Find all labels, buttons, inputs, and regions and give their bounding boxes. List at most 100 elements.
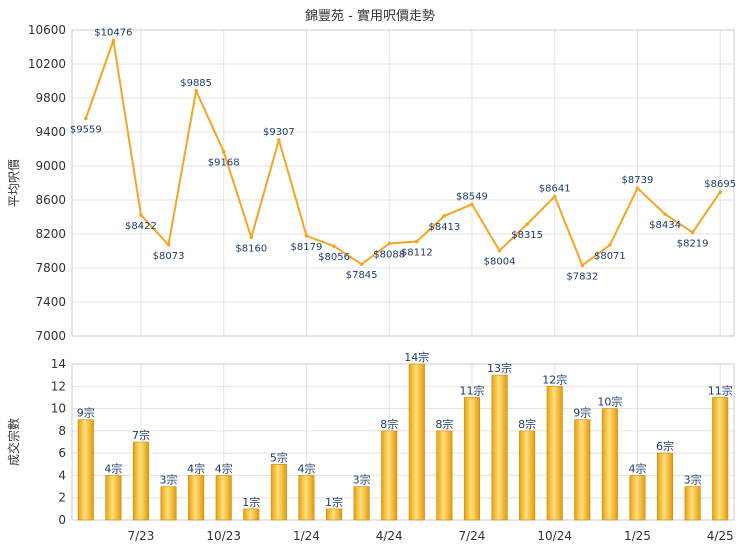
volume-y-axis-label: 成交宗數 — [6, 418, 21, 466]
volume-bars — [77, 363, 729, 521]
price-point-label: $8315 — [511, 230, 543, 241]
volume-bar — [270, 463, 287, 521]
price-y-tick-label: 7800 — [35, 261, 66, 275]
chart-title: 錦豐苑 - 實用呎價走勢 — [305, 8, 435, 24]
volume-bar-label: 8宗 — [435, 417, 453, 431]
price-point — [139, 213, 143, 217]
price-point-labels: $9559 $10476 $8422 $8073 $9885 $9168 $8160 $930… — [70, 28, 736, 283]
volume-bar — [298, 475, 315, 521]
price-point-label: $8219 — [677, 238, 709, 249]
price-point-label: $8088 — [373, 250, 405, 261]
price-point-label: $8179 — [291, 242, 323, 253]
price-point-label: $7832 — [566, 271, 598, 282]
price-point-label: $9559 — [70, 124, 102, 135]
price-point-label: $8695 — [704, 179, 736, 190]
volume-y-tick-label: 4 — [58, 468, 66, 482]
volume-y-ticks: 0 2 4 6 8 10 12 14 — [51, 357, 66, 527]
price-point — [387, 241, 392, 246]
price-point — [194, 88, 198, 93]
price-point — [304, 233, 309, 238]
volume-bar-label: 12宗 — [542, 372, 567, 386]
price-point-label: $8739 — [622, 175, 654, 186]
volume-plot-frame — [71, 363, 735, 521]
volume-bar-label: 10宗 — [597, 395, 622, 409]
price-point — [497, 248, 502, 253]
volume-y-tick-label: 2 — [58, 491, 66, 505]
price-y-ticks: 7000 7400 7800 8200 8600 9000 9400 9800 10200 106… — [28, 23, 66, 343]
price-point — [442, 214, 447, 218]
price-y-tick-label: 8600 — [35, 193, 66, 207]
price-point — [277, 138, 281, 142]
price-y-axis-label: 平均呎價 — [7, 159, 21, 207]
price-y-tick-label: 10200 — [28, 57, 66, 71]
price-y-tick-label: 9400 — [35, 125, 66, 139]
volume-bar-label: 14宗 — [404, 350, 429, 364]
price-point — [332, 244, 336, 249]
volume-bar-label: 4宗 — [628, 461, 646, 475]
volume-bar-label: 9宗 — [77, 406, 95, 420]
volume-y-tick-label: 10 — [51, 402, 66, 416]
price-point — [552, 194, 557, 199]
volume-bar-label: 4宗 — [187, 461, 205, 475]
volume-bar-label: 8宗 — [380, 417, 398, 431]
volume-bar-label: 4宗 — [104, 461, 122, 475]
volume-bar — [684, 486, 701, 521]
volume-bar-label: 6宗 — [656, 439, 674, 453]
price-point — [166, 242, 171, 247]
volume-bar — [215, 475, 232, 521]
price-y-tick-label: 8200 — [35, 227, 66, 241]
volume-bar — [436, 430, 453, 521]
price-point — [525, 222, 529, 227]
volume-y-tick-label: 12 — [51, 379, 66, 393]
price-points — [83, 38, 723, 268]
volume-bar — [188, 475, 205, 521]
price-y-tick-label: 9000 — [35, 159, 66, 173]
price-point-label: $8549 — [456, 191, 488, 202]
price-point-label: $8413 — [428, 222, 460, 233]
volume-bar — [353, 486, 370, 521]
volume-bar — [132, 441, 149, 521]
volume-bar-label: 5宗 — [270, 450, 288, 464]
price-point — [690, 230, 695, 235]
volume-bar-label: 9宗 — [573, 406, 591, 420]
volume-bar — [381, 430, 398, 521]
price-point-label: $8641 — [539, 184, 571, 195]
price-point-label: $8071 — [594, 251, 626, 262]
price-point-label: $8056 — [318, 252, 350, 263]
volume-bar — [243, 508, 260, 521]
x-tick-label: 10/24 — [537, 529, 572, 543]
volume-bar — [77, 419, 94, 521]
volume-bar — [491, 374, 508, 521]
volume-bar — [519, 430, 536, 521]
price-point — [249, 235, 254, 240]
price-y-tick-label: 9800 — [35, 91, 66, 105]
volume-y-tick-label: 8 — [58, 424, 66, 438]
volume-y-tick-label: 6 — [58, 446, 66, 460]
volume-bar-label: 4宗 — [297, 461, 315, 475]
price-point — [111, 38, 116, 43]
volume-bar — [574, 419, 591, 521]
price-point — [83, 116, 88, 121]
price-point-label: $9168 — [208, 158, 240, 169]
price-point — [718, 190, 723, 194]
volume-bar-label: 4宗 — [215, 461, 233, 475]
price-point — [359, 262, 364, 266]
volume-bar-label: 11宗 — [459, 383, 484, 397]
volume-bar — [160, 486, 177, 521]
price-point — [414, 239, 419, 244]
x-ticks: 7/23 10/23 1/24 4/24 7/24 10/24 1/25 4/25 — [127, 529, 733, 543]
price-point-label: $7845 — [346, 270, 378, 281]
x-tick-label: 7/24 — [458, 529, 485, 543]
volume-bar-label: 13宗 — [487, 361, 512, 375]
volume-bar-label: 8宗 — [518, 417, 536, 431]
x-tick-label: 10/23 — [206, 529, 241, 543]
price-point-label: $8004 — [484, 257, 516, 268]
volume-bar-label: 7宗 — [132, 428, 150, 442]
price-line — [84, 39, 722, 267]
price-point — [635, 186, 640, 190]
price-y-tick-label: 10600 — [28, 23, 66, 37]
price-plot-frame — [71, 29, 735, 337]
volume-bar — [105, 475, 122, 521]
x-tick-label: 7/23 — [127, 529, 154, 543]
